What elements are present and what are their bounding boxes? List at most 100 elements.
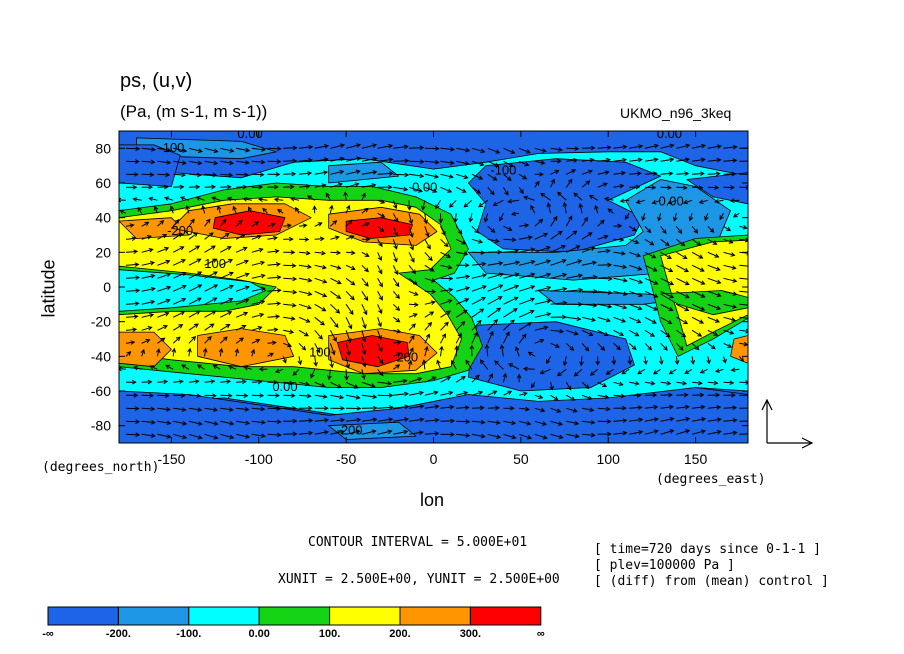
- wind-vector: [518, 322, 533, 331]
- chart-subtitle: (Pa, (m s-1, m s-1)): [120, 102, 268, 121]
- wind-vector: [487, 307, 502, 318]
- wind-vector: [329, 356, 334, 369]
- wind-vector: [597, 182, 608, 188]
- wind-vector: [597, 234, 609, 240]
- wind-vector: [329, 204, 334, 214]
- wind-vector: [157, 406, 171, 412]
- wind-vector: [251, 184, 264, 190]
- wind-vector: [613, 430, 628, 436]
- wind-vector: [188, 310, 201, 318]
- wind-vector: [408, 417, 425, 423]
- wind-vector: [157, 298, 171, 305]
- wind-vector: [408, 323, 416, 331]
- wind-vector: [550, 420, 564, 426]
- wind-vector: [188, 232, 199, 240]
- wind-vector: [314, 405, 329, 411]
- wind-vector: [408, 159, 425, 165]
- wind-vector: [235, 433, 251, 439]
- wind-vector: [424, 404, 440, 410]
- wind-vector: [204, 393, 217, 399]
- wind-vector: [534, 420, 547, 426]
- wind-vector: [345, 381, 359, 389]
- wind-vector: [283, 316, 296, 321]
- wind-vector: [723, 329, 735, 335]
- x-tick-label: 150: [684, 451, 708, 467]
- wind-vector: [172, 259, 186, 266]
- wind-vector: [424, 146, 440, 151]
- wind-vector: [125, 172, 139, 177]
- y-axis-unit: (degrees_north): [42, 460, 160, 475]
- wind-vector: [125, 393, 139, 398]
- wind-vector: [361, 236, 371, 242]
- wind-vector: [220, 160, 235, 166]
- wind-vector: [172, 324, 184, 331]
- wind-vector: [298, 250, 311, 256]
- wind-vector: [424, 333, 430, 344]
- wind-vector: [613, 277, 628, 283]
- wind-vector: [660, 416, 675, 422]
- wind-vector: [566, 287, 584, 293]
- wind-vector: [298, 277, 313, 283]
- wind-vector: [346, 394, 361, 400]
- wind-vector: [392, 290, 400, 299]
- wind-vector: [314, 303, 327, 312]
- wind-vector: [658, 356, 664, 366]
- wind-vector: [487, 284, 504, 292]
- wind-vector: [283, 405, 297, 411]
- wind-vector: [660, 290, 675, 299]
- wind-vector: [393, 352, 402, 357]
- wind-vector: [739, 277, 748, 280]
- wind-vector: [377, 368, 384, 377]
- wind-vector: [676, 380, 688, 386]
- wind-vector: [204, 271, 218, 279]
- wind-vector: [456, 298, 470, 305]
- reference-vector-icon: [761, 398, 814, 449]
- wind-vector: [440, 238, 449, 248]
- y-tick-label: -40: [91, 348, 111, 364]
- wind-vector: [651, 199, 661, 205]
- wind-vector: [157, 184, 169, 190]
- wind-vector: [597, 381, 608, 388]
- wind-vector: [613, 144, 628, 150]
- wind-vector: [676, 290, 690, 299]
- wind-vector: [290, 196, 300, 202]
- wind-vector: [277, 208, 284, 214]
- wind-vector: [550, 342, 560, 348]
- wind-vector: [188, 393, 202, 399]
- wind-vector: [660, 380, 672, 386]
- wind-vector: [361, 394, 378, 399]
- wind-vector: [251, 172, 265, 177]
- wind-vector: [465, 359, 473, 370]
- wind-vector: [181, 364, 190, 370]
- wind-vector: [691, 143, 707, 149]
- wind-vector: [478, 199, 488, 208]
- wind-vector: [573, 192, 583, 201]
- wind-vector: [267, 432, 282, 438]
- wind-vector: [345, 204, 351, 214]
- wind-vector: [155, 348, 161, 357]
- wind-vector: [707, 225, 715, 233]
- wind-vector: [676, 143, 691, 149]
- wind-vector: [125, 379, 137, 385]
- wind-vector: [471, 285, 487, 292]
- wind-vector: [455, 309, 468, 318]
- wind-vector: [691, 429, 707, 435]
- wind-vector: [204, 284, 219, 292]
- wind-vector: [236, 379, 247, 385]
- wind-vector: [314, 183, 327, 188]
- wind-vector: [220, 407, 234, 412]
- wind-vector: [424, 390, 439, 396]
- wind-vector: [534, 312, 552, 318]
- wind-vector: [172, 336, 181, 344]
- wind-vector: [408, 226, 414, 238]
- wind-vector: [723, 380, 735, 386]
- wind-vector: [188, 433, 203, 440]
- wind-vector: [408, 430, 424, 435]
- wind-vector: [641, 213, 646, 222]
- wind-vector: [518, 297, 536, 305]
- wind-vector: [169, 205, 175, 214]
- wind-vector: [739, 392, 748, 398]
- wind-vector: [408, 186, 423, 193]
- wind-vector: [361, 330, 367, 343]
- wind-vector: [361, 356, 367, 368]
